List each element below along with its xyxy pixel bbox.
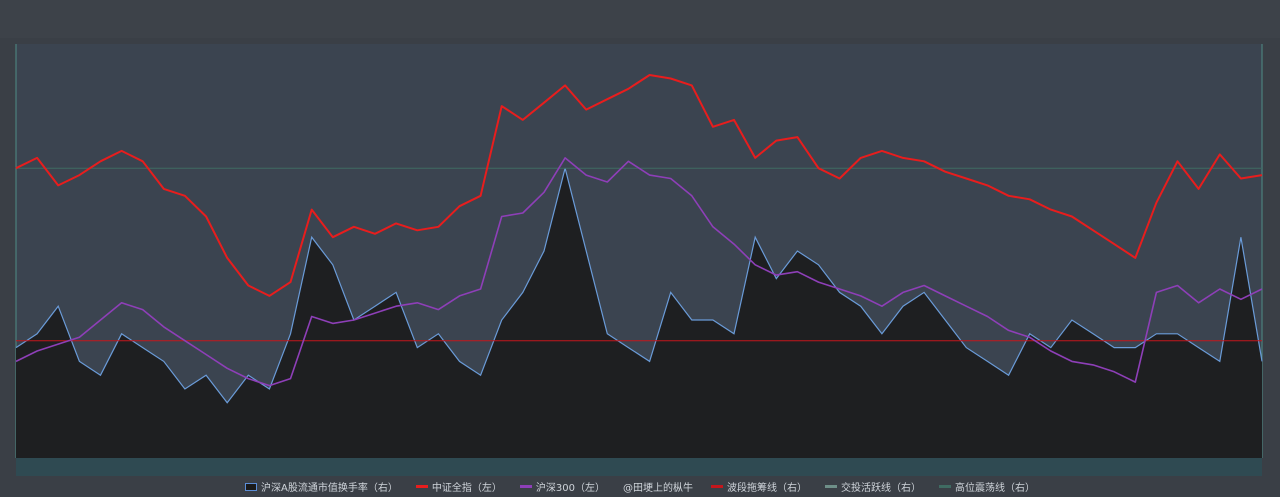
legend-swatch-csi300 — [519, 485, 532, 488]
x-axis-band — [16, 458, 1262, 476]
chart-svg — [15, 44, 1263, 476]
top-bar — [0, 0, 1280, 38]
legend-item-band-line: 波段拖筹线（右） — [710, 479, 807, 494]
turnover-area — [16, 168, 1262, 458]
series-line-1 — [15, 74, 1263, 297]
legend-item-active-line: 交投活跃线（右） — [824, 479, 921, 494]
series-line-2 — [15, 157, 1263, 387]
legend-label-turnover: 沪深A股流通市值换手率（右） — [261, 483, 398, 494]
legend-swatch-band-line — [710, 485, 723, 488]
legend-swatch-active-line — [824, 485, 837, 488]
legend-label-band-line: 波段拖筹线（右） — [726, 483, 807, 494]
legend-label-active-line: 交投活跃线（右） — [840, 483, 921, 494]
legend-item-high-line: 高位震荡线（右） — [938, 479, 1035, 494]
legend-item-csi300: 沪深300（左） — [519, 479, 605, 494]
legend-label-watermark: @田埂上的枞牛 — [622, 483, 693, 494]
chart-legend: 沪深A股流通市值换手率（右） 中证全指（左） 沪深300（左） @田埂上的枞牛 … — [0, 476, 1280, 497]
legend-swatch-turnover — [245, 482, 258, 491]
legend-item-watermark: @田埂上的枞牛 — [623, 479, 693, 494]
legend-item-csi-all: 中证全指（左） — [415, 479, 502, 494]
legend-swatch-csi-all — [415, 485, 428, 488]
legend-label-csi300: 沪深300（左） — [535, 483, 605, 494]
legend-label-csi-all: 中证全指（左） — [431, 483, 502, 494]
turnover-line — [15, 168, 1263, 404]
legend-item-turnover: 沪深A股流通市值换手率（右） — [245, 479, 398, 494]
legend-swatch-high-line — [938, 485, 951, 488]
legend-label-high-line: 高位震荡线（右） — [954, 483, 1035, 494]
